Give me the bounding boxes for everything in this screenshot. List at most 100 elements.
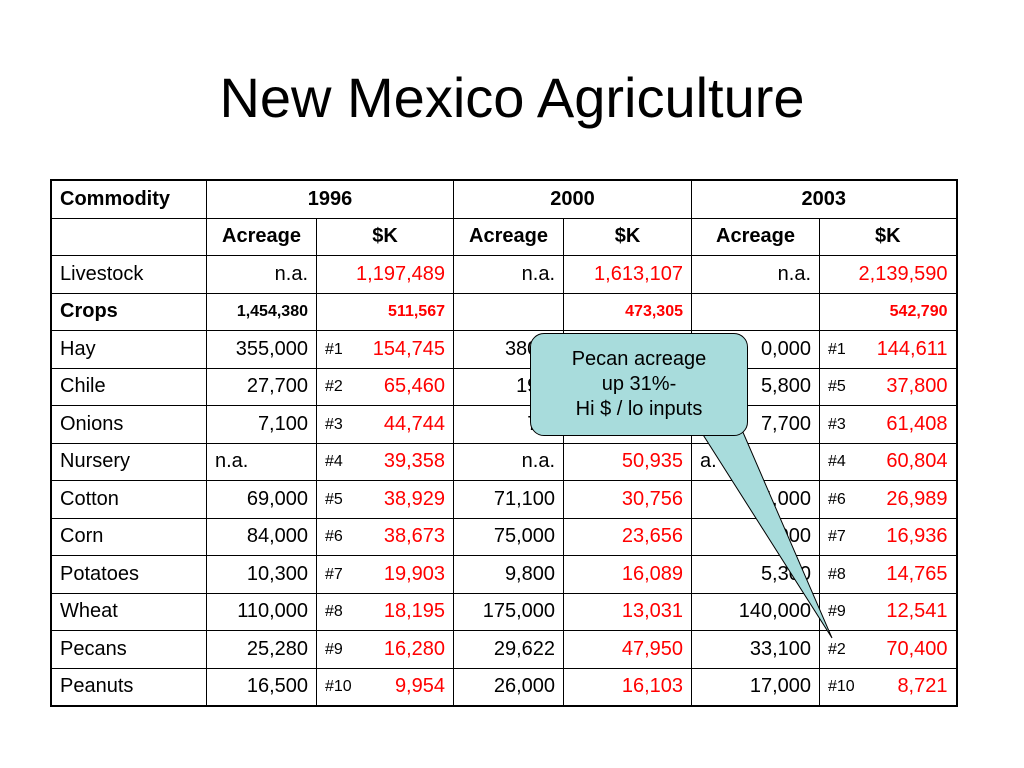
value-cell: 23,656 <box>563 517 692 556</box>
value-cell: 50,935 <box>563 442 692 481</box>
value-amount: 19,903 <box>383 562 445 585</box>
commodity-name: Livestock <box>50 255 207 294</box>
value-cell: #5 38,929 <box>316 480 454 519</box>
acreage-value: 0,000 <box>760 337 811 360</box>
value-cell: #1 154,745 <box>316 330 454 369</box>
rank-label: #5 <box>325 490 343 508</box>
value-cell: 2,139,590 <box>819 255 957 294</box>
value-amount: 16,280 <box>383 637 445 660</box>
header-row-columns: Acreage $K Acreage $K Acreage $K <box>50 217 957 256</box>
commodity-label: Nursery <box>60 450 131 473</box>
rank-label: #5 <box>828 378 846 396</box>
acreage-cell: 26,000 <box>453 667 564 707</box>
table-row-livestock: Livestock n.a. 1,197,489 n.a. 1,613,107 … <box>50 255 957 294</box>
value-cell: #7 19,903 <box>316 555 454 594</box>
commodity-label: Chile <box>60 375 106 398</box>
acreage-cell: n.a. <box>206 255 317 294</box>
commodity-name: Crops <box>50 292 207 331</box>
acreage-value: n.a. <box>521 450 555 473</box>
acreage-value: 29,622 <box>493 637 555 660</box>
value-cell: #2 65,460 <box>316 367 454 406</box>
acreage-value: 9,800 <box>504 562 555 585</box>
rank-label: #2 <box>325 378 343 396</box>
rank-label: #1 <box>828 340 846 358</box>
acreage-cell: n.a. <box>453 442 564 481</box>
rank-label: #10 <box>828 678 855 696</box>
value-amount: 16,103 <box>621 675 683 698</box>
value-amount: 144,611 <box>876 337 948 360</box>
value-cell: 542,790 <box>819 292 957 331</box>
value-amount: 26,989 <box>886 487 948 510</box>
acreage-value: 26,000 <box>493 675 555 698</box>
acreage-cell: 140,000 <box>691 592 820 631</box>
rank-label: #3 <box>325 415 343 433</box>
acreage-value: 75,000 <box>493 525 555 548</box>
value-amount: 65,460 <box>383 375 445 398</box>
rank-label: #9 <box>828 603 846 621</box>
acreage-cell: 1,454,380 <box>206 292 317 331</box>
commodity-name: Cotton <box>50 480 207 519</box>
acreage-cell: 16,500 <box>206 667 317 707</box>
value-amount: 16,936 <box>886 525 948 548</box>
acreage-cell <box>691 292 820 331</box>
acreage-value: a. <box>700 450 717 473</box>
rank-label: #6 <box>325 528 343 546</box>
value-cell: 16,103 <box>563 667 692 707</box>
commodity-name: Onions <box>50 405 207 444</box>
value-amount: 13,031 <box>621 600 683 623</box>
value-amount: 14,765 <box>886 562 948 585</box>
acreage-value: 355,000 <box>235 337 308 360</box>
header-acreage-2003: Acreage <box>691 217 820 256</box>
header-commodity: Commodity <box>50 179 207 219</box>
commodity-label: Cotton <box>60 487 119 510</box>
commodity-label: Hay <box>60 337 96 360</box>
acreage-cell: 110,000 <box>206 592 317 631</box>
value-cell: #9 16,280 <box>316 630 454 669</box>
commodity-label: Corn <box>60 525 104 548</box>
acreage-value: 7,700 <box>760 412 811 435</box>
acreage-value: 5,800 <box>760 375 811 398</box>
value-cell: 30,756 <box>563 480 692 519</box>
acreage-cell: 17,000 <box>691 667 820 707</box>
value-amount: 8,721 <box>897 675 948 698</box>
rank-label: #7 <box>325 565 343 583</box>
acreage-value: 71,100 <box>493 487 555 510</box>
value-amount: 12,541 <box>886 600 948 623</box>
callout-tail-shape <box>699 429 833 639</box>
slide-title: New Mexico Agriculture <box>219 66 805 129</box>
value-cell: #10 8,721 <box>819 667 957 707</box>
acreage-value: 10,300 <box>246 562 308 585</box>
commodity-label: Potatoes <box>60 562 139 585</box>
rank-label: #3 <box>828 415 846 433</box>
table-row: Corn 84,000 #6 38,673 75,000 23,656 000 #7 16,93… <box>50 517 957 556</box>
table-row: Wheat 110,000 #8 18,195 175,000 13,031 140,000… <box>50 592 957 631</box>
callout-line-3: Hi $ / lo inputs <box>575 398 703 420</box>
acreage-value: 16,500 <box>246 675 308 698</box>
value-amount: 39,358 <box>383 450 445 473</box>
acreage-value: 84,000 <box>246 525 308 548</box>
acreage-cell: 69,000 <box>206 480 317 519</box>
acreage-value: 140,000 <box>738 600 811 623</box>
acreage-value: 110,000 <box>237 600 308 623</box>
acreage-value: 69,000 <box>246 487 308 510</box>
header-year-2003: 2003 <box>691 179 957 219</box>
rank-label: #7 <box>828 528 846 546</box>
value-amount: 44,744 <box>383 412 445 435</box>
value-cell: #2 70,400 <box>819 630 957 669</box>
value-amount: 61,408 <box>886 412 948 435</box>
acreage-value: 7,100 <box>257 412 308 435</box>
rank-label: #6 <box>828 490 846 508</box>
table-row: Cotton 69,000 #5 38,929 71,100 30,756 4,000 #6 2… <box>50 480 957 519</box>
value-amount: 60,804 <box>886 450 948 473</box>
commodity-label: Peanuts <box>60 675 134 698</box>
rank-label: #9 <box>325 640 343 658</box>
acreage-value: 17,000 <box>749 675 811 698</box>
value-amount: 16,089 <box>621 562 683 585</box>
value-amount: 38,673 <box>383 525 445 548</box>
value-cell: #5 37,800 <box>819 367 957 406</box>
value-cell: #3 44,744 <box>316 405 454 444</box>
rank-label: #2 <box>828 640 846 658</box>
acreage-cell: n.a. <box>691 255 820 294</box>
value-cell: #8 18,195 <box>316 592 454 631</box>
acreage-cell: 84,000 <box>206 517 317 556</box>
